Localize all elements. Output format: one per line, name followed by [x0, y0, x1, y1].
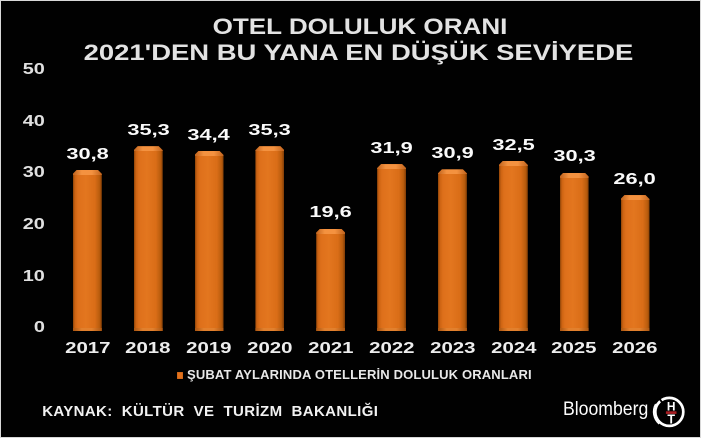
svg-text:H: H: [667, 399, 676, 413]
svg-text:T: T: [667, 412, 675, 426]
